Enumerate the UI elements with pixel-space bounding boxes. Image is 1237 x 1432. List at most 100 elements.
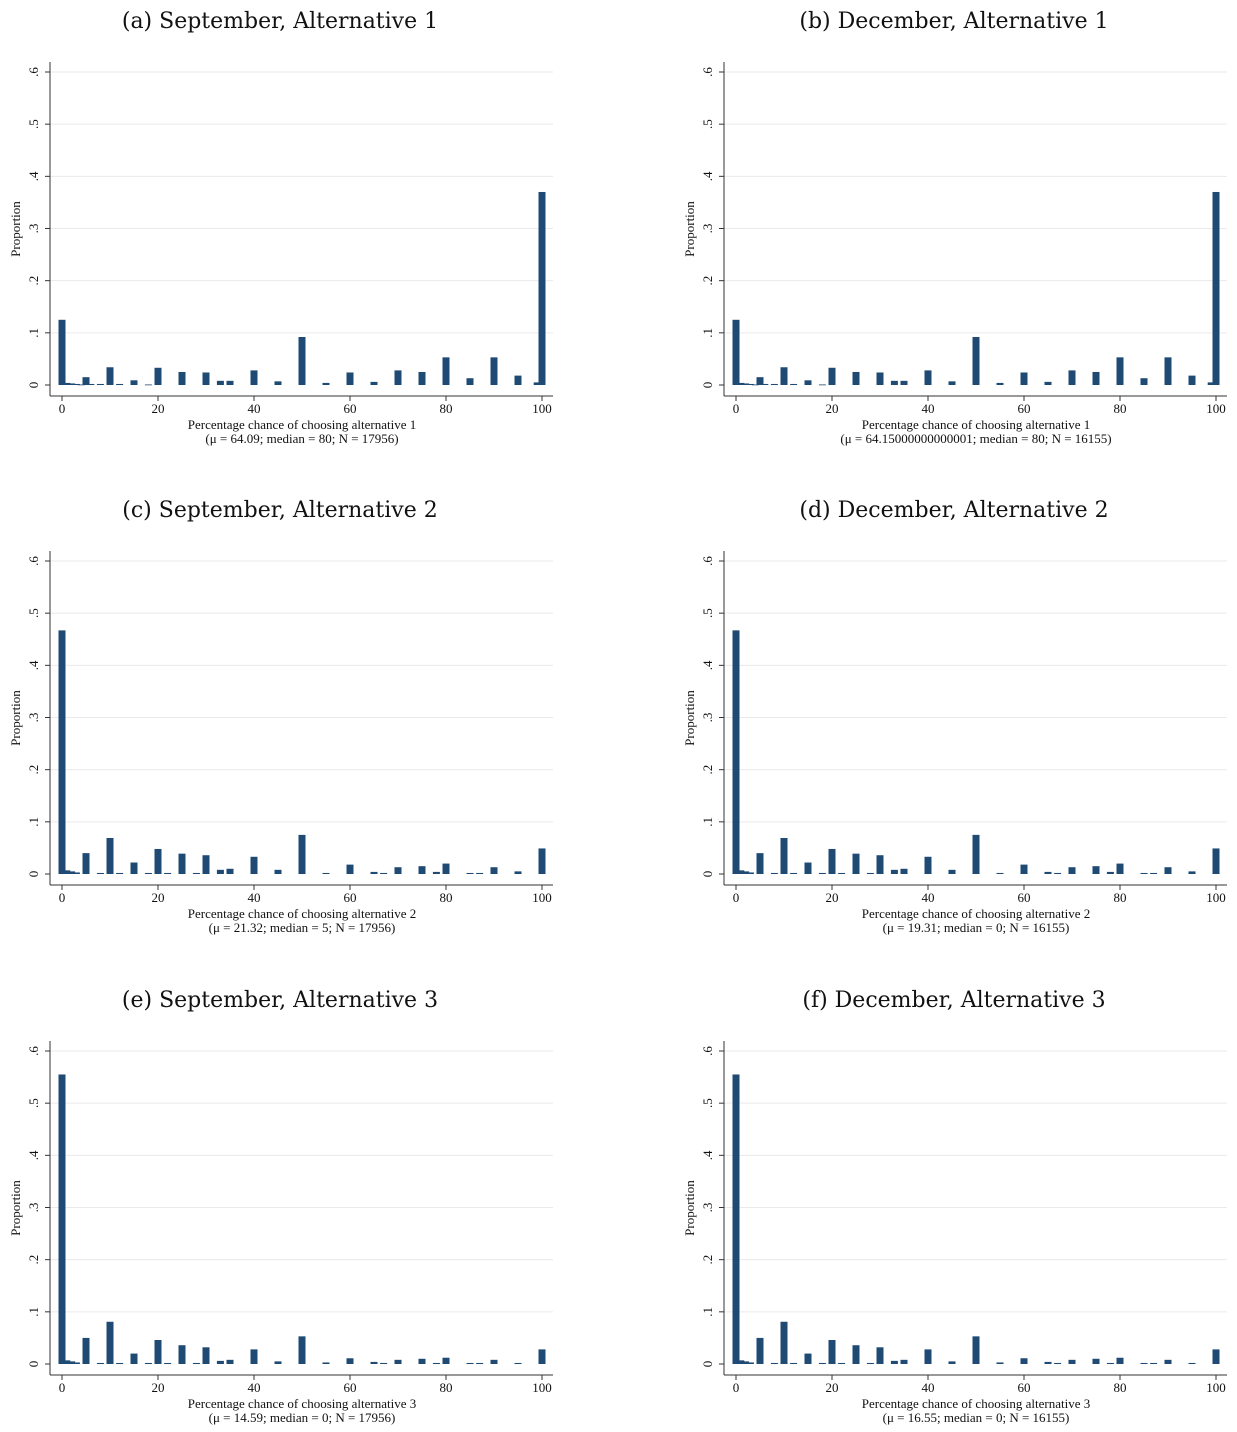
histogram-bar [1140, 872, 1148, 874]
y-tick-label: .5 [26, 608, 41, 618]
histogram-bar [58, 630, 66, 874]
x-axis-label: Percentage chance of choosing alternativ… [862, 417, 1090, 432]
x-tick-label: 0 [733, 890, 740, 905]
histogram-bar [1068, 867, 1076, 874]
histogram-bar [490, 357, 498, 385]
histogram-bar [274, 381, 282, 385]
y-tick-label: .3 [700, 713, 715, 723]
y-tick-label: 0 [700, 871, 715, 878]
histogram-bar [804, 862, 812, 874]
histogram-bar [250, 1349, 258, 1364]
histogram-bar [82, 377, 90, 385]
histogram-bar [192, 1362, 200, 1364]
histogram-bar [780, 1321, 788, 1364]
histogram-bar [1164, 357, 1172, 385]
x-tick-label: 80 [440, 401, 453, 416]
histogram-bar [96, 872, 104, 874]
histogram-bar [1020, 1358, 1028, 1364]
y-tick-label: 0 [700, 382, 715, 389]
x-tick-label: 60 [1018, 890, 1031, 905]
summary-stats: (μ = 14.59; median = 0; N = 17956) [209, 1410, 396, 1425]
x-axis-label: Percentage chance of choosing alternativ… [188, 906, 416, 921]
histogram-bar [890, 869, 898, 874]
histogram-bar [1054, 872, 1062, 874]
y-tick-label: .4 [700, 660, 715, 670]
x-tick-label: 100 [532, 890, 552, 905]
histogram-bar [1207, 382, 1215, 385]
x-tick-label: 20 [826, 890, 839, 905]
y-axis-label: Proportion [8, 1180, 23, 1236]
histogram-bar [380, 1362, 388, 1364]
histogram-bar [732, 319, 740, 385]
histogram-bar [226, 868, 234, 874]
histogram-bar [732, 1074, 740, 1364]
histogram-bar [876, 372, 884, 385]
histogram-bar [298, 1336, 306, 1364]
histogram-bar [746, 383, 754, 385]
y-tick-label: .5 [700, 119, 715, 129]
y-tick-label: .2 [700, 765, 715, 775]
histogram-bar [737, 870, 745, 874]
x-tick-label: 20 [826, 401, 839, 416]
histogram-bar [432, 871, 440, 874]
histogram-bar [972, 337, 980, 385]
histogram-bar [1188, 1362, 1196, 1364]
histogram-bar [58, 319, 66, 385]
histogram-bar [1068, 370, 1076, 385]
histogram-bar [900, 380, 908, 385]
y-axis-label: Proportion [8, 201, 23, 257]
histogram-bar [130, 1353, 138, 1364]
histogram-bar [866, 872, 874, 874]
histogram-bar [202, 1347, 210, 1364]
x-tick-label: 0 [59, 890, 66, 905]
y-tick-label: .1 [700, 328, 715, 338]
histogram-bar [226, 380, 234, 385]
histogram-bar [737, 1360, 745, 1364]
histogram-bar [298, 834, 306, 875]
histogram-bar [756, 377, 764, 385]
histogram-bar [77, 384, 85, 386]
x-tick-label: 40 [248, 890, 261, 905]
y-axis-label: Proportion [682, 1180, 697, 1236]
panel-c: (c) September, Alternative 2 0 .1 .2 .3 .4 .5.… [8, 498, 553, 935]
x-tick-label: 100 [1206, 890, 1226, 905]
x-tick-label: 0 [59, 1380, 66, 1395]
x-tick-label: 20 [152, 401, 165, 416]
y-axis-label: Proportion [682, 201, 697, 257]
histogram-bar [804, 380, 812, 385]
x-tick-label: 100 [1206, 401, 1226, 416]
histogram-bar [1150, 872, 1158, 874]
histogram-bar [322, 1362, 330, 1364]
panel-title: (b) December, Alternative 1 [799, 9, 1108, 34]
histogram-bar [1188, 871, 1196, 874]
y-tick-label: .6 [700, 556, 715, 566]
panel-title: (a) September, Alternative 1 [122, 9, 438, 34]
y-tick-label: .3 [26, 224, 41, 234]
histogram-bar [1164, 867, 1172, 874]
histogram-bar [924, 856, 932, 874]
y-tick-label: .5 [700, 1098, 715, 1108]
histogram-bar [466, 872, 474, 874]
histogram-bar [250, 370, 258, 385]
histogram-bar [852, 853, 860, 874]
histogram-bar [370, 1361, 378, 1364]
histogram-bar [746, 872, 754, 874]
histogram-bar [1106, 871, 1114, 874]
histogram-bar [948, 381, 956, 385]
x-tick-label: 40 [922, 401, 935, 416]
histogram-bar [346, 372, 354, 385]
histogram-bar [1140, 378, 1148, 385]
histogram-bar [746, 1362, 754, 1364]
x-tick-label: 40 [248, 401, 261, 416]
y-tick-label: 0 [26, 871, 41, 878]
histogram-bar [298, 337, 306, 385]
histogram-bar [380, 872, 388, 874]
histogram-bar [322, 382, 330, 385]
y-tick-label: 0 [26, 1361, 41, 1368]
histogram-bar [130, 862, 138, 874]
histogram-bar [866, 1362, 874, 1364]
histogram-bar [144, 1362, 152, 1364]
x-tick-label: 80 [440, 1380, 453, 1395]
panel-f: (f) December, Alternative 3 0 .1 .2 .3 .4 .5 .6… [682, 988, 1227, 1425]
histogram-bar [68, 383, 76, 385]
